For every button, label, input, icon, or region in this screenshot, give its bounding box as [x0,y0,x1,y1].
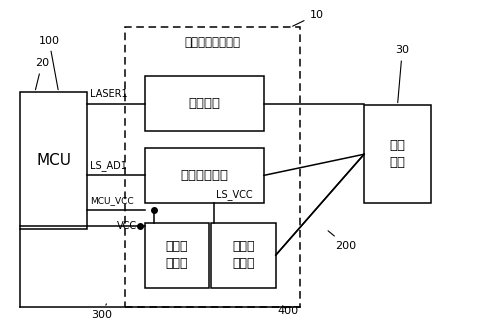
Text: 400: 400 [277,306,298,316]
Text: LS_VCC: LS_VCC [216,189,253,200]
Text: 100: 100 [38,36,60,90]
Text: 30: 30 [395,45,409,103]
Text: 20: 20 [35,58,49,90]
Bar [144,222,209,288]
Text: 10: 10 [293,10,324,26]
Bar [125,28,300,307]
Text: MCU_VCC: MCU_VCC [90,196,133,205]
Text: 第一供
电模块: 第一供 电模块 [166,240,188,270]
Text: VCC: VCC [117,221,137,231]
Text: LS_AD1: LS_AD1 [90,160,127,171]
Text: 300: 300 [91,304,112,320]
Text: 电压采集模块: 电压采集模块 [180,169,228,182]
Text: 第二供
电模块: 第二供 电模块 [232,240,255,270]
Bar [144,148,264,203]
Bar [364,106,431,203]
Text: 激光功率调节电路: 激光功率调节电路 [184,35,240,49]
Bar [21,92,87,229]
Bar [144,76,264,132]
Bar [211,222,276,288]
Text: 激光
模组: 激光 模组 [389,139,406,169]
Text: 驱动模块: 驱动模块 [188,97,220,110]
Text: 200: 200 [328,231,357,251]
Text: MCU: MCU [36,153,72,168]
Text: LASER1: LASER1 [90,89,127,99]
